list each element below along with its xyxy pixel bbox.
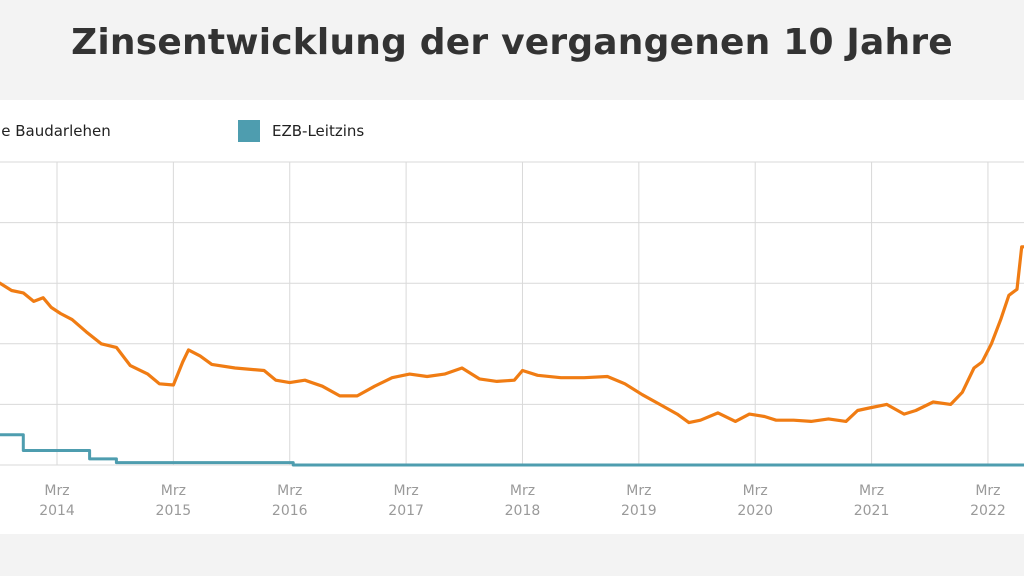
x-tick-month-2: Mrz xyxy=(277,483,302,499)
x-tick-year-2: 2016 xyxy=(272,503,308,519)
x-tick-year-6: 2020 xyxy=(737,503,773,519)
x-tick-month-1: Mrz xyxy=(161,483,186,499)
legend-item-baudarlehen[interactable]: 10-jährige Baudarlehen xyxy=(0,120,111,142)
x-tick-year-3: 2017 xyxy=(388,503,424,519)
series-line-baudarlehen xyxy=(0,245,1024,425)
x-tick-month-7: Mrz xyxy=(859,483,884,499)
x-tick-year-8: 2022 xyxy=(970,503,1006,519)
legend-item-ezb[interactable]: EZB-Leitzins xyxy=(238,120,364,142)
x-tick-month-3: Mrz xyxy=(394,483,419,499)
page-title: Zinsentwicklung der vergangenen 10 Jahre xyxy=(71,22,953,63)
x-tick-year-4: 2018 xyxy=(505,503,541,519)
x-tick-year-5: 2019 xyxy=(621,503,657,519)
x-tick-month-4: Mrz xyxy=(510,483,535,499)
legend-swatch-ezb xyxy=(238,120,260,142)
x-tick-year-0: 2014 xyxy=(39,503,75,519)
series-line-ezb xyxy=(0,433,1024,467)
line-chart: Mrz 2014 Mrz 2015 Mrz 2016 Mrz 2017 Mrz 2018 Mrz 20… xyxy=(0,161,1024,519)
legend-label-baudarlehen: 10-jährige Baudarlehen xyxy=(0,122,111,140)
x-tick-month-6: Mrz xyxy=(743,483,768,499)
x-tick-month-0: Mrz xyxy=(44,483,69,499)
x-tick-year-1: 2015 xyxy=(156,503,192,519)
x-tick-month-5: Mrz xyxy=(626,483,651,499)
x-tick-year-7: 2021 xyxy=(854,503,890,519)
chart-panel: 10-jährige Baudarlehen EZB-Leitzins Mrz 2… xyxy=(0,100,1024,534)
legend-label-ezb: EZB-Leitzins xyxy=(272,122,365,140)
x-tick-month-8: Mrz xyxy=(975,483,1000,499)
